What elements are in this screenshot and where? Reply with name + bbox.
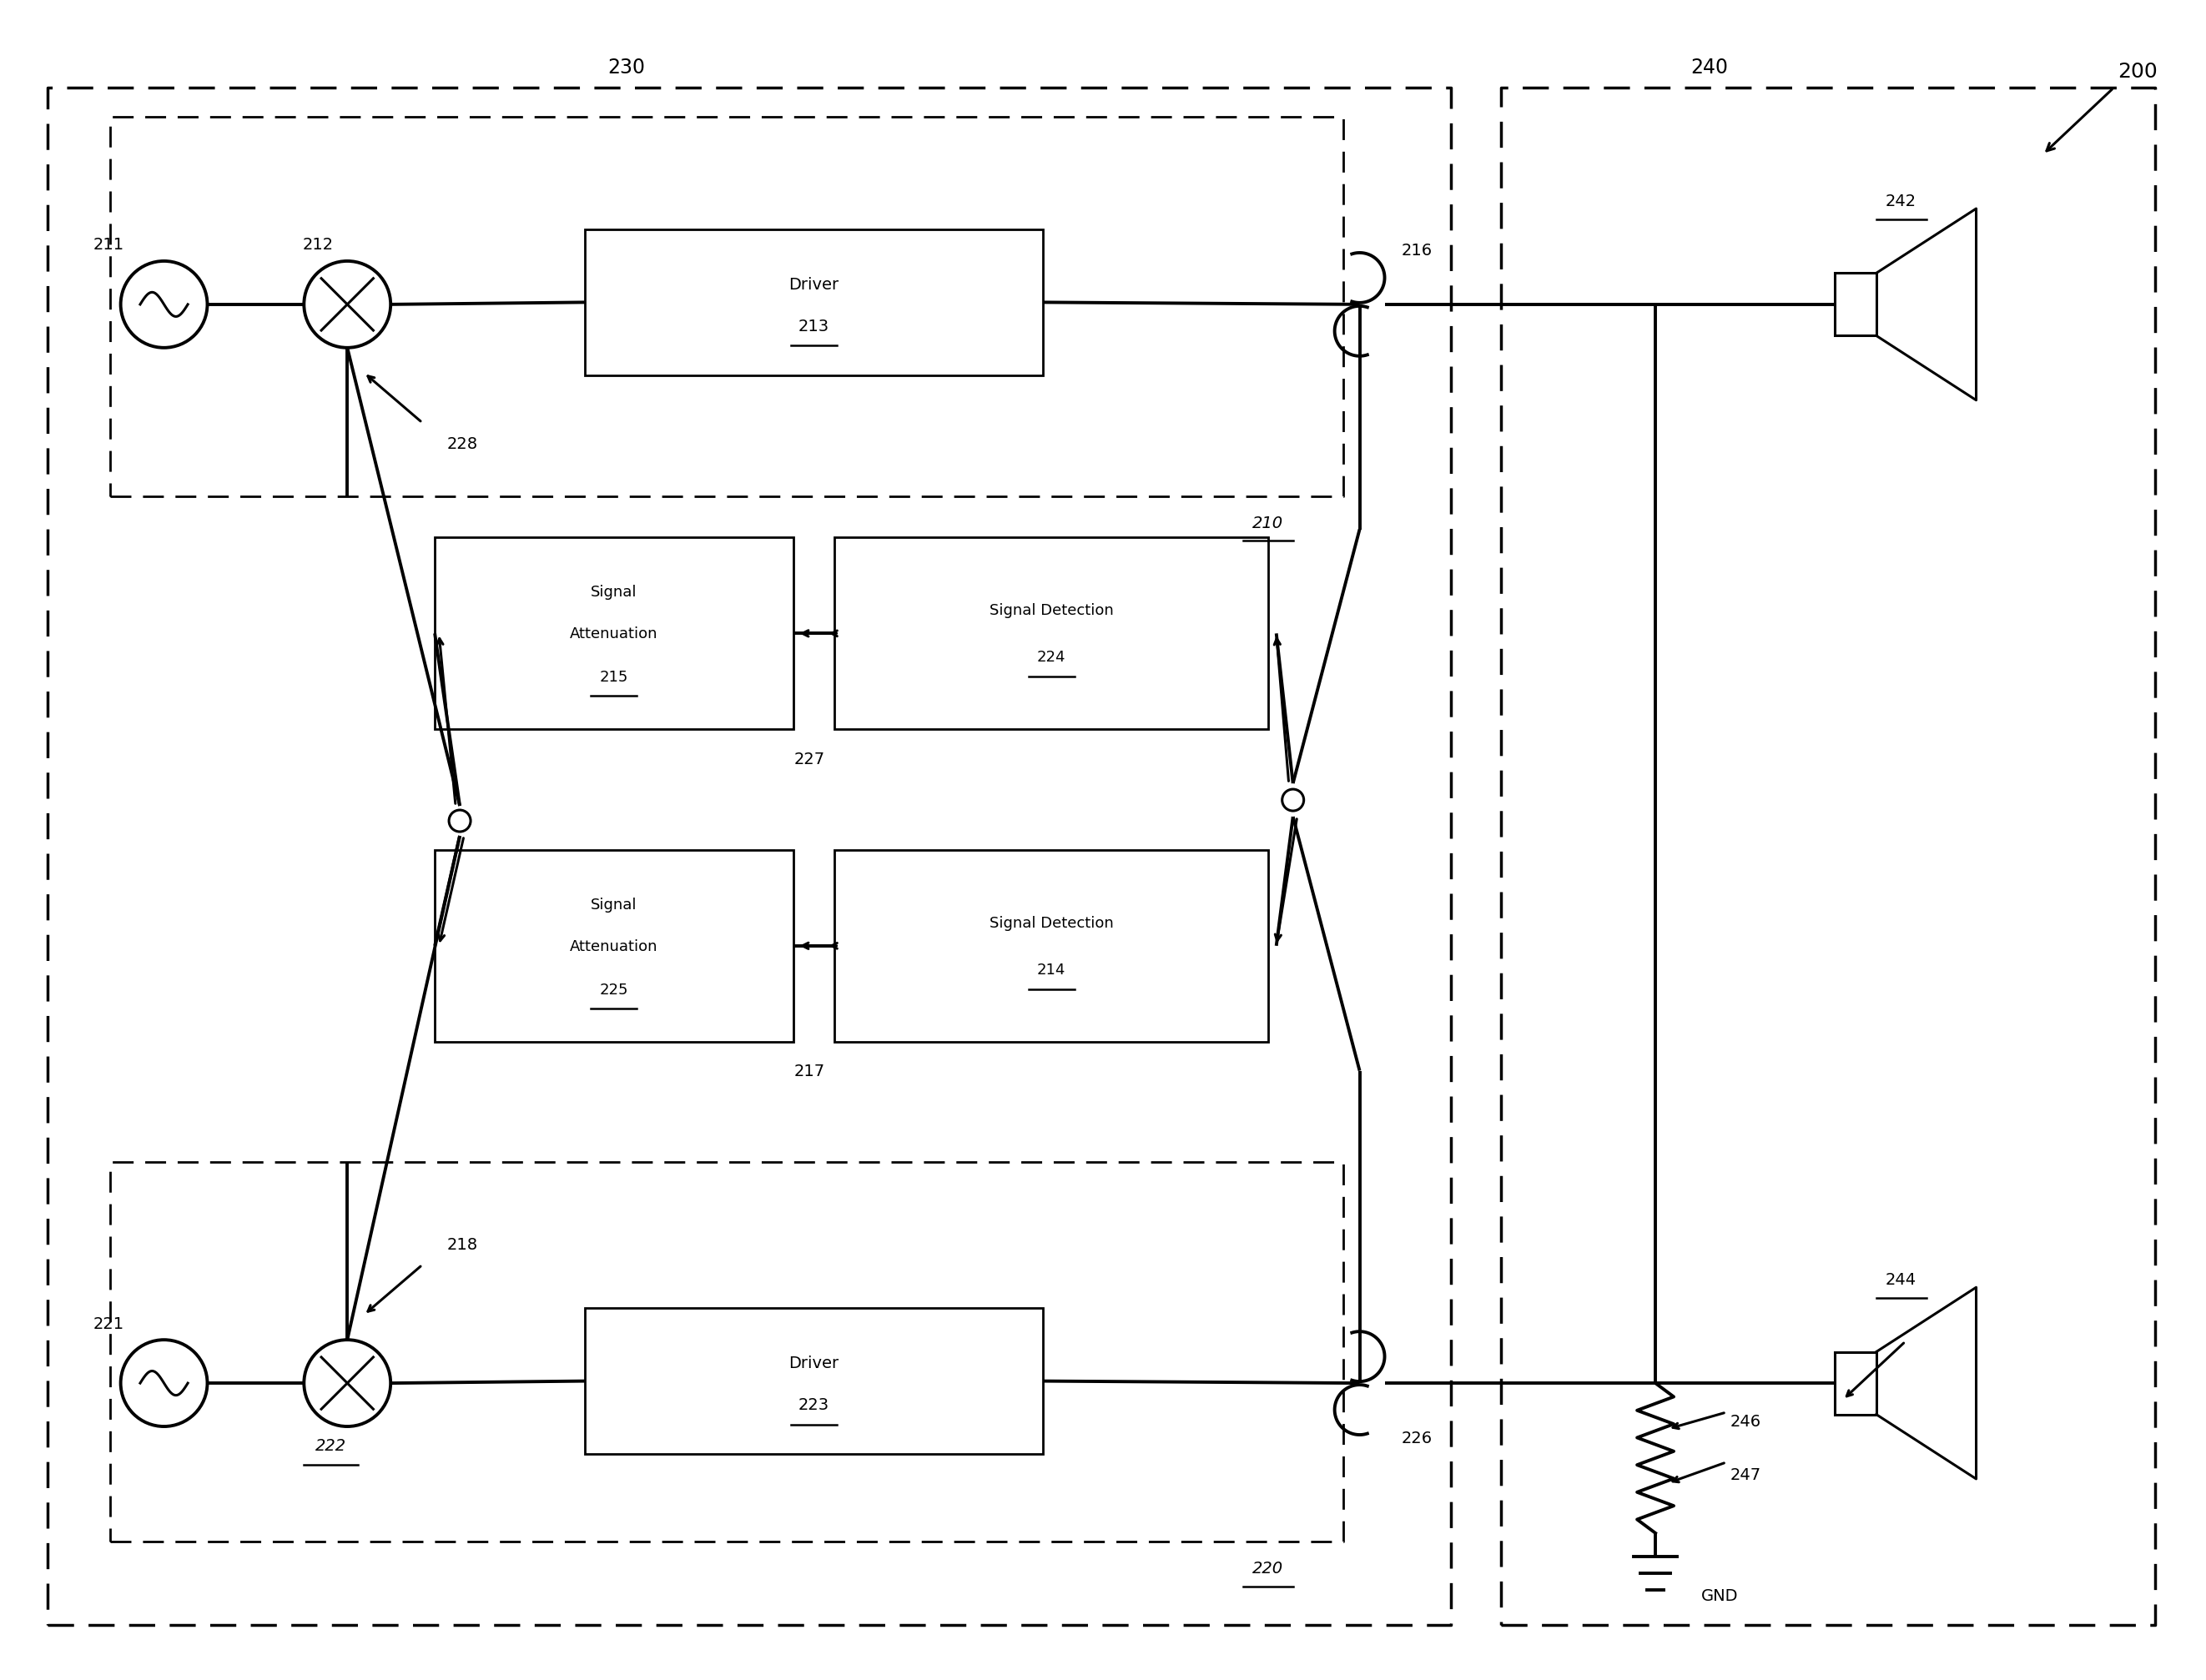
Text: 220: 220	[1253, 1561, 1284, 1576]
Text: 215: 215	[600, 670, 629, 685]
Text: 247: 247	[1730, 1467, 1760, 1483]
Text: 210: 210	[1253, 516, 1284, 531]
Polygon shape	[1835, 274, 1875, 336]
Text: 212: 212	[302, 237, 333, 254]
Text: Driver: Driver	[790, 1356, 838, 1371]
Polygon shape	[435, 850, 792, 1042]
Text: 218: 218	[448, 1236, 479, 1252]
Circle shape	[121, 1341, 207, 1426]
Text: Attenuation: Attenuation	[569, 627, 657, 642]
Text: 240: 240	[1690, 57, 1727, 77]
Text: 228: 228	[448, 437, 479, 452]
Text: 200: 200	[2118, 62, 2157, 82]
Circle shape	[450, 810, 470, 832]
Text: 244: 244	[1886, 1272, 1917, 1287]
Text: 242: 242	[1886, 193, 1917, 208]
Text: 216: 216	[1401, 244, 1432, 259]
Polygon shape	[435, 538, 792, 729]
Text: 217: 217	[794, 1063, 825, 1079]
Text: Driver: Driver	[790, 277, 838, 292]
Text: 225: 225	[600, 981, 629, 996]
Text: Signal: Signal	[591, 585, 638, 600]
Polygon shape	[834, 850, 1268, 1042]
Circle shape	[1282, 790, 1304, 811]
Text: 222: 222	[315, 1438, 346, 1453]
Circle shape	[304, 1341, 390, 1426]
Text: Signal: Signal	[591, 897, 638, 912]
Text: 221: 221	[93, 1315, 124, 1331]
Text: GND: GND	[1701, 1588, 1738, 1603]
Circle shape	[304, 262, 390, 348]
Text: Signal Detection: Signal Detection	[988, 916, 1114, 931]
Text: 211: 211	[93, 237, 124, 254]
Text: 230: 230	[607, 57, 644, 77]
Text: 226: 226	[1401, 1430, 1432, 1445]
Text: 227: 227	[794, 751, 825, 766]
Text: 213: 213	[799, 319, 829, 334]
Text: Signal Detection: Signal Detection	[988, 603, 1114, 618]
Polygon shape	[834, 538, 1268, 729]
Text: 223: 223	[799, 1396, 829, 1413]
Polygon shape	[585, 1309, 1043, 1455]
Polygon shape	[585, 230, 1043, 376]
Text: Attenuation: Attenuation	[569, 939, 657, 954]
Text: 246: 246	[1730, 1413, 1760, 1428]
Text: 224: 224	[1037, 650, 1065, 665]
Polygon shape	[1835, 1352, 1875, 1415]
Text: 214: 214	[1037, 963, 1065, 978]
Circle shape	[121, 262, 207, 348]
